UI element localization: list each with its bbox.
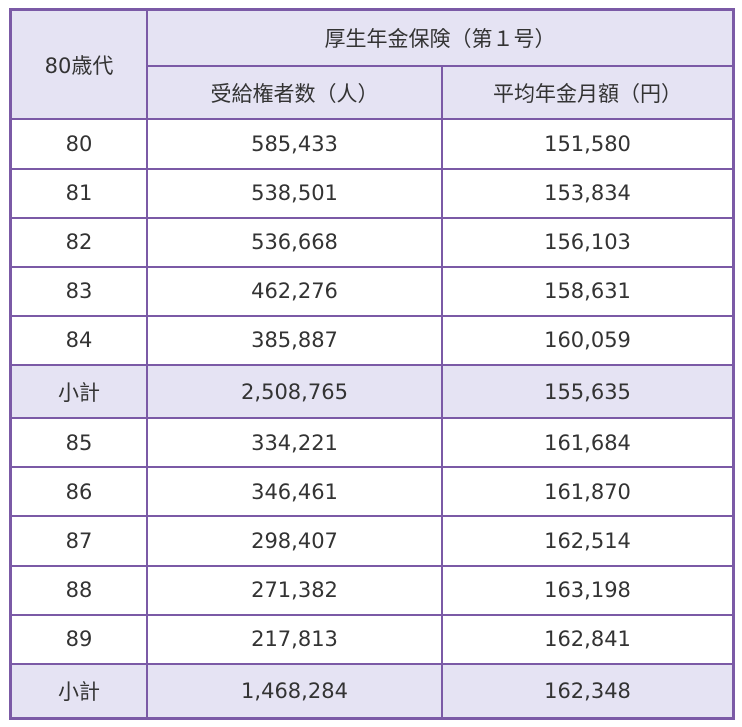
header-row-1: 80歳代 厚生年金保険（第１号） — [12, 11, 732, 121]
cell-age: 89 — [12, 613, 148, 665]
pension-table: 80歳代 厚生年金保険（第１号） 受給権者数（人） 平均年金月額（円） 80 5… — [12, 11, 732, 717]
cell-avg: 156,103 — [441, 216, 732, 268]
cell-recipients: 1,468,284 — [146, 662, 443, 717]
cell-recipients: 536,668 — [146, 216, 443, 268]
cell-avg: 162,514 — [441, 515, 732, 567]
cell-age: 87 — [12, 515, 148, 567]
cell-avg: 155,635 — [441, 363, 732, 420]
table-row: 80 585,433 151,580 — [12, 118, 732, 170]
cell-age: 81 — [12, 167, 148, 219]
cell-age: 88 — [12, 564, 148, 616]
table-row: 82 536,668 156,103 — [12, 216, 732, 268]
cell-recipients: 217,813 — [146, 613, 443, 665]
table-row: 86 346,461 161,870 — [12, 466, 732, 518]
header-avg-monthly: 平均年金月額（円） — [441, 65, 732, 121]
cell-avg: 163,198 — [441, 564, 732, 616]
subtotal-row: 小計 1,468,284 162,348 — [12, 662, 732, 717]
table-row: 87 298,407 162,514 — [12, 515, 732, 567]
pension-table-frame: 80歳代 厚生年金保険（第１号） 受給権者数（人） 平均年金月額（円） 80 5… — [9, 8, 735, 720]
header-age-group: 80歳代 — [12, 11, 148, 121]
cell-avg: 162,348 — [441, 662, 732, 717]
cell-avg: 161,684 — [441, 417, 732, 469]
cell-age: 80 — [12, 118, 148, 170]
cell-recipients: 298,407 — [146, 515, 443, 567]
cell-avg: 158,631 — [441, 265, 732, 317]
subtotal-row: 小計 2,508,765 155,635 — [12, 363, 732, 420]
table-row: 88 271,382 163,198 — [12, 564, 732, 616]
header-group-title: 厚生年金保険（第１号） — [146, 11, 732, 68]
cell-recipients: 346,461 — [146, 466, 443, 518]
table-row: 83 462,276 158,631 — [12, 265, 732, 317]
cell-recipients: 385,887 — [146, 314, 443, 367]
cell-recipients: 271,382 — [146, 564, 443, 616]
cell-recipients: 538,501 — [146, 167, 443, 219]
cell-avg: 160,059 — [441, 314, 732, 367]
header-recipients: 受給権者数（人） — [147, 65, 443, 121]
table-row: 85 334,221 161,684 — [12, 417, 732, 469]
table-row: 84 385,887 160,059 — [12, 314, 732, 367]
cell-avg: 151,580 — [441, 118, 732, 170]
table-row: 89 217,813 162,841 — [12, 613, 732, 665]
cell-avg: 161,870 — [441, 466, 732, 518]
header-row-2: 受給権者数（人） 平均年金月額（円） — [12, 65, 732, 121]
cell-age: 86 — [12, 466, 148, 518]
cell-age: 82 — [12, 216, 148, 268]
cell-recipients: 462,276 — [146, 265, 443, 317]
cell-age: 85 — [12, 417, 148, 469]
cell-age: 83 — [12, 265, 148, 317]
cell-recipients: 334,221 — [146, 417, 443, 469]
cell-recipients: 2,508,765 — [146, 363, 443, 420]
table-row: 81 538,501 153,834 — [12, 167, 732, 219]
cell-recipients: 585,433 — [146, 118, 443, 170]
cell-age: 84 — [12, 314, 148, 367]
cell-avg: 153,834 — [441, 167, 732, 219]
cell-age: 小計 — [12, 363, 148, 420]
cell-avg: 162,841 — [441, 613, 732, 665]
cell-age: 小計 — [12, 662, 148, 717]
